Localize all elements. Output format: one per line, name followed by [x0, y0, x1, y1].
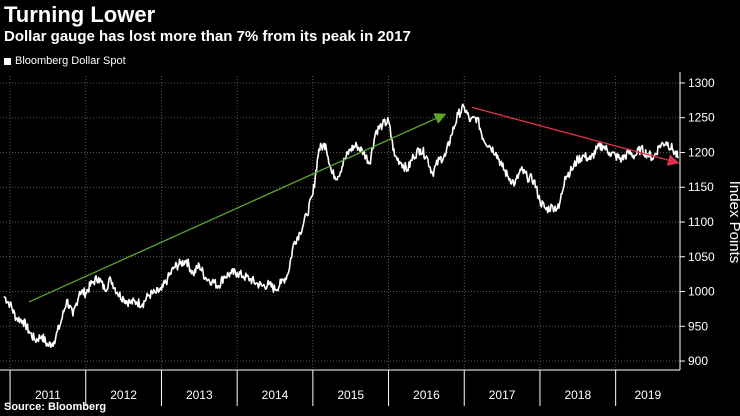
legend-swatch	[4, 57, 11, 65]
y-tick-label: 1250	[688, 111, 715, 125]
legend-label: Bloomberg Dollar Spot	[15, 55, 126, 67]
x-tick-label: 2017	[489, 388, 516, 402]
chart-title: Turning Lower	[4, 2, 156, 27]
y-tick-label: 1300	[688, 76, 715, 90]
uptrend-arrow	[28, 113, 447, 303]
y-tick-label: 1100	[688, 215, 714, 229]
y-axis-label: Index Points	[726, 181, 740, 264]
x-tick-label: 2019	[634, 388, 661, 402]
y-tick-label: 1000	[688, 285, 715, 299]
x-tick-label: 2015	[337, 388, 364, 402]
source-note: Source: Bloomberg	[4, 401, 107, 413]
legend: Bloomberg Dollar Spot	[4, 55, 126, 67]
x-tick-label: 2018	[564, 388, 591, 402]
x-tick-label: 2012	[110, 388, 137, 402]
y-tick-label: 950	[688, 319, 708, 333]
y-tick-label: 1150	[688, 180, 714, 194]
y-tick-label: 900	[688, 354, 708, 368]
chart-subtitle: Dollar gauge has lost more than 7% from …	[4, 28, 411, 45]
y-tick-label: 1050	[688, 250, 715, 264]
x-tick-label: 2014	[262, 388, 289, 402]
y-tick-label: 1200	[688, 145, 715, 159]
x-tick-label: 2013	[186, 388, 213, 402]
series-line	[3, 103, 680, 348]
x-tick-label: 2016	[413, 388, 440, 402]
downtrend-arrow	[471, 106, 680, 166]
x-tick-label: 2011	[35, 388, 61, 402]
